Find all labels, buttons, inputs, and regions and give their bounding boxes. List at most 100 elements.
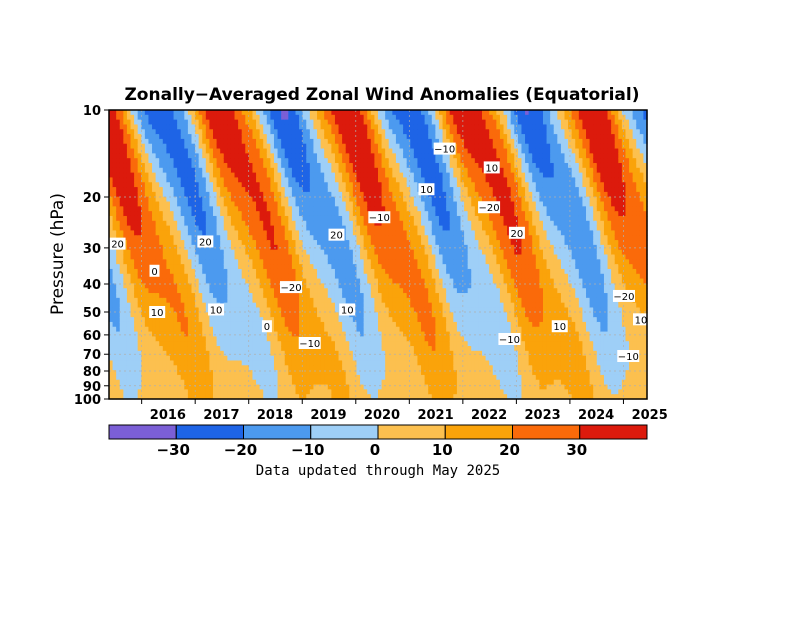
heatmap-cell xyxy=(273,201,279,207)
heatmap-cell xyxy=(141,235,146,241)
heatmap-cell xyxy=(356,230,361,236)
heatmap-cell xyxy=(195,230,200,236)
heatmap-cell xyxy=(263,201,268,207)
heatmap-cell xyxy=(223,230,228,236)
heatmap-cell xyxy=(191,293,196,299)
heatmap-cell xyxy=(403,336,408,342)
heatmap-cell xyxy=(360,394,365,400)
heatmap-cell xyxy=(144,331,150,337)
heatmap-cell xyxy=(395,259,401,265)
heatmap-cell xyxy=(324,119,329,126)
heatmap-cell xyxy=(166,201,171,207)
heatmap-cell xyxy=(155,240,160,246)
heatmap-cell xyxy=(324,341,329,347)
heatmap-cell xyxy=(248,360,254,366)
heatmap-cell xyxy=(306,259,311,265)
heatmap-cell xyxy=(112,196,117,203)
heatmap-cell xyxy=(126,283,132,289)
heatmap-cell xyxy=(259,235,264,241)
heatmap-cell xyxy=(331,167,336,174)
heatmap-cell xyxy=(331,211,336,217)
heatmap-cell xyxy=(216,341,221,347)
heatmap-cell xyxy=(119,191,124,198)
heatmap-cell xyxy=(392,196,397,203)
heatmap-cell xyxy=(191,317,196,323)
heatmap-cell xyxy=(385,341,390,347)
heatmap-cell xyxy=(195,191,200,198)
heatmap-cell xyxy=(338,293,343,299)
heatmap-cell xyxy=(205,264,211,270)
heatmap-cell xyxy=(273,264,279,270)
heatmap-cell xyxy=(216,259,221,265)
heatmap-cell xyxy=(338,129,343,135)
heatmap-cell xyxy=(155,172,160,179)
heatmap-cell xyxy=(317,225,322,232)
heatmap-cell xyxy=(273,187,279,193)
heatmap-cell xyxy=(363,321,368,328)
heatmap-cell xyxy=(184,196,189,203)
heatmap-cell xyxy=(130,138,135,145)
heatmap-cell xyxy=(266,187,271,193)
heatmap-cell xyxy=(155,138,160,145)
heatmap-cell xyxy=(162,235,167,241)
heatmap-cell xyxy=(148,360,153,366)
heatmap-cell xyxy=(334,360,340,366)
heatmap-cell xyxy=(116,360,121,366)
heatmap-cell xyxy=(109,331,114,337)
heatmap-cell xyxy=(166,346,171,352)
heatmap-cell xyxy=(166,148,171,154)
heatmap-cell xyxy=(148,138,153,145)
heatmap-cell xyxy=(144,259,150,265)
heatmap-cell xyxy=(152,191,157,198)
heatmap-cell xyxy=(205,379,211,386)
heatmap-cell xyxy=(345,254,350,260)
heatmap-cell xyxy=(238,148,243,154)
heatmap-cell xyxy=(399,215,404,222)
heatmap-cell xyxy=(263,278,268,284)
heatmap-cell xyxy=(284,346,289,352)
heatmap-cell xyxy=(213,384,218,390)
heatmap-cell xyxy=(352,225,358,232)
heatmap-cell xyxy=(259,211,264,217)
heatmap-cell xyxy=(313,307,318,313)
heatmap-cell xyxy=(130,321,135,328)
heatmap-cell xyxy=(248,374,254,381)
heatmap-cell xyxy=(112,129,117,135)
heatmap-cell xyxy=(309,201,315,207)
heatmap-cell xyxy=(356,370,361,376)
heatmap-cell xyxy=(248,206,254,212)
heatmap-cell xyxy=(345,129,350,135)
heatmap-cell xyxy=(173,225,178,232)
heatmap-cell xyxy=(313,317,318,323)
heatmap-cell xyxy=(352,370,358,376)
heatmap-cell xyxy=(130,278,135,284)
heatmap-cell xyxy=(130,196,135,203)
heatmap-cell xyxy=(334,307,340,313)
heatmap-cell xyxy=(385,143,390,150)
heatmap-cell xyxy=(141,389,146,395)
heatmap-cell xyxy=(241,244,246,251)
heatmap-cell xyxy=(220,119,225,126)
heatmap-cell xyxy=(187,273,193,280)
heatmap-cell xyxy=(148,191,153,198)
heatmap-cell xyxy=(148,302,153,309)
heatmap-cell xyxy=(119,162,124,169)
heatmap-cell xyxy=(177,312,182,318)
heatmap-cell xyxy=(403,129,408,135)
heatmap-cell xyxy=(349,249,354,256)
heatmap-cell xyxy=(309,124,315,130)
heatmap-cell xyxy=(381,191,386,198)
heatmap-cell xyxy=(213,278,218,284)
heatmap-cell xyxy=(320,134,325,140)
heatmap-cell xyxy=(338,254,343,260)
heatmap-cell xyxy=(395,114,401,121)
heatmap-cell xyxy=(342,114,347,121)
heatmap-cell xyxy=(169,220,175,227)
heatmap-cell xyxy=(162,264,167,270)
heatmap-cell xyxy=(352,360,358,366)
heatmap-cell xyxy=(238,336,243,342)
heatmap-cell xyxy=(220,273,225,280)
heatmap-cell xyxy=(345,134,350,140)
heatmap-cell xyxy=(141,264,146,270)
heatmap-cell xyxy=(112,182,117,188)
